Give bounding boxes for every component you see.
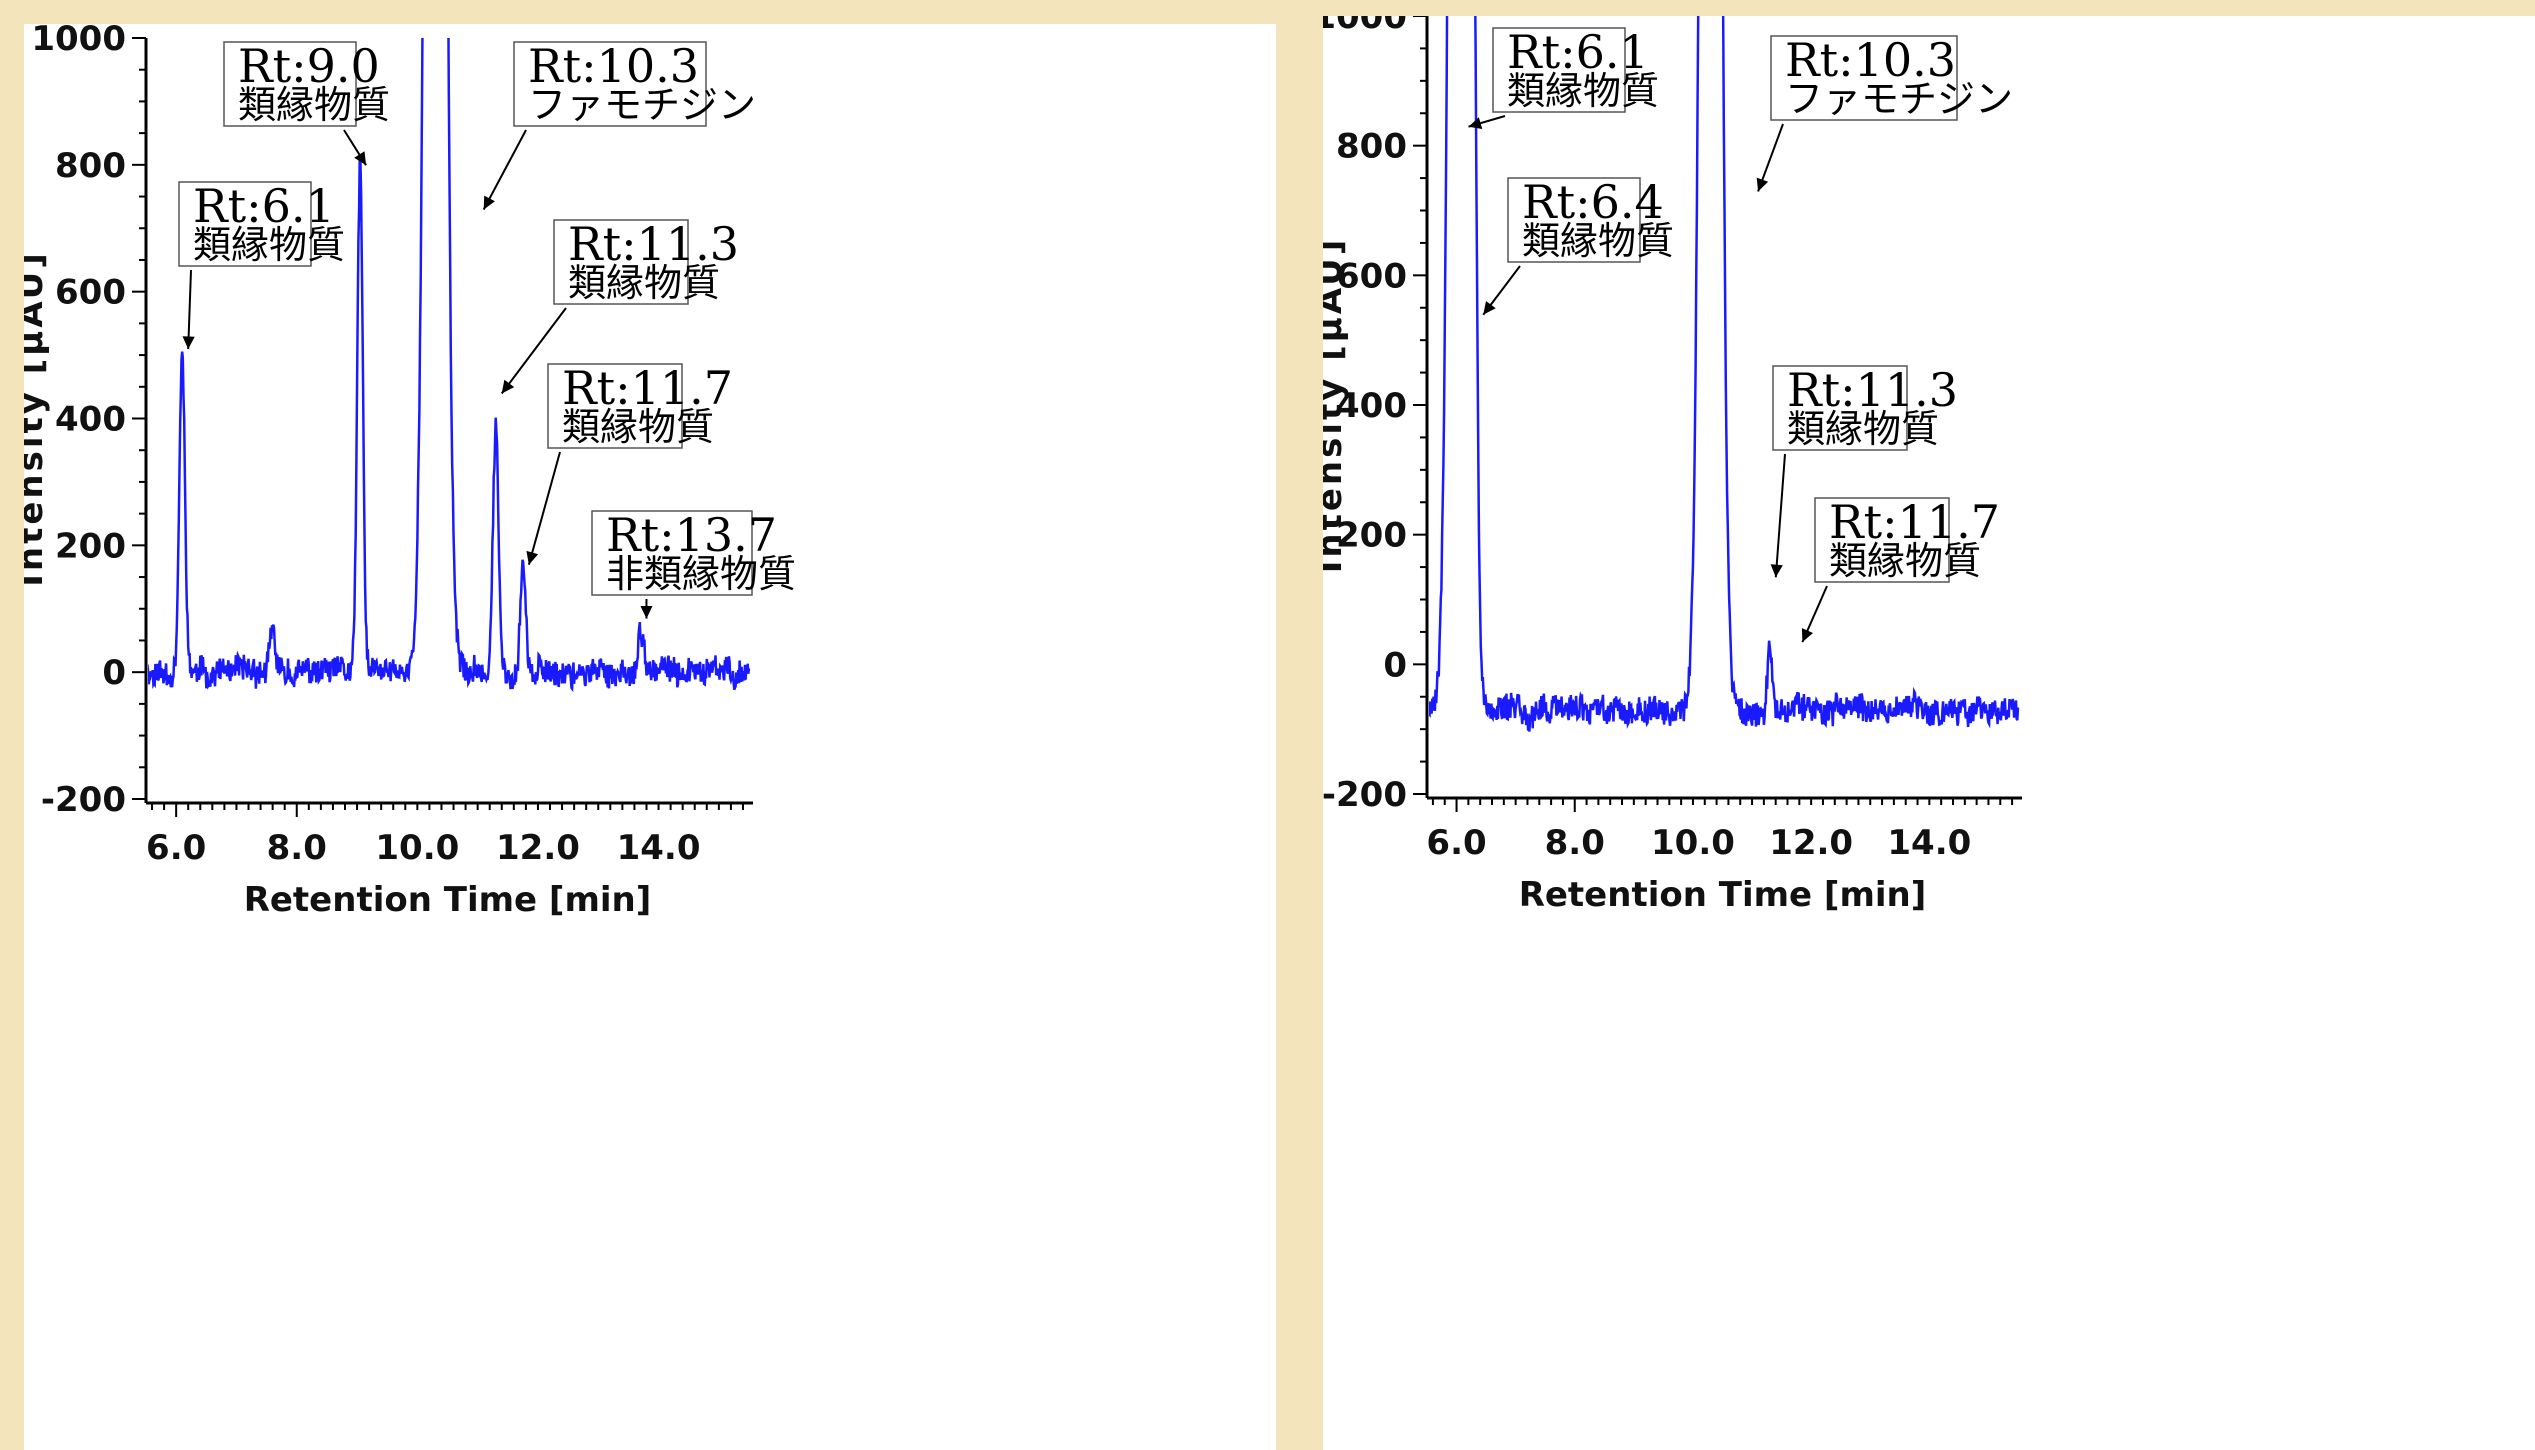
annotation-box (178, 181, 312, 267)
signal-trace (148, 38, 751, 693)
annotation-arrow (1774, 453, 1786, 578)
annotation-box (553, 219, 689, 305)
y-axis-title: Intensity [μAU] (1323, 237, 1350, 574)
chromatogram-panel-right: 1000 800 600 400 200 0 -200 6.0 8.0 10.0 12.0 14.0 R… (1323, 16, 2535, 1450)
annotation-sub-label: 類縁物質 (238, 83, 390, 127)
x-tick-label: 8.0 (1545, 823, 1605, 863)
y-axis-title: Intensity [μAU] (24, 250, 51, 587)
arrow-head-icon (640, 606, 653, 619)
chromatogram-left: 1000 800 600 400 200 0 -200 6.0 8.0 10.0 12.0 14.0 R… (24, 24, 796, 920)
annotation-sub-label: 類縁物質 (1522, 219, 1674, 263)
x-tick-label: 10.0 (1651, 823, 1735, 863)
annotation-box (1770, 35, 1958, 121)
y-tick-label: 200 (55, 526, 126, 566)
annotation-rt-label: Rt:10.3 (528, 39, 699, 93)
annotation-box (1507, 177, 1641, 263)
arrow-head-icon (182, 336, 195, 350)
annotation-sub-label: 類縁物質 (1829, 539, 1981, 583)
x-tick-label: 6.0 (1426, 823, 1486, 863)
arrow-head-icon (1468, 117, 1483, 129)
annotation-sub-label: 類縁物質 (1787, 407, 1939, 451)
y-tick-label: 1000 (1323, 16, 1407, 37)
annotation-rt-label: Rt:11.7 (1829, 495, 2000, 549)
annotation-rt-label: Rt:11.7 (562, 361, 733, 415)
annotation-arrow (187, 269, 192, 350)
annotation-box (1814, 497, 1950, 583)
annotation-rt-label: Rt:10.3 (1785, 33, 1956, 87)
y-tick-label: 0 (102, 653, 126, 693)
y-tick-label: 400 (55, 400, 126, 440)
y-tick-label: 200 (1336, 516, 1407, 556)
y-tick-label: 600 (55, 273, 126, 313)
annotation-box (1492, 27, 1626, 113)
arrow-head-icon (483, 195, 495, 210)
arrow-head-icon (354, 151, 367, 166)
annotation-arrow (527, 451, 561, 565)
y-tick-label: 600 (1336, 256, 1407, 296)
annotation-box (547, 363, 683, 449)
annotation-sub-label: 類縁物質 (562, 405, 714, 449)
x-tick-label: 14.0 (1887, 823, 1971, 863)
annotation-sub-label: ファモチジン (1785, 77, 2013, 121)
y-tick-label: 800 (55, 146, 126, 186)
arrow-head-icon (1756, 177, 1769, 192)
x-tick-label: 12.0 (496, 828, 580, 868)
x-tick-label: 12.0 (1769, 823, 1853, 863)
annotation-rt-label: Rt:6.1 (1507, 25, 1649, 79)
x-tick-label: 14.0 (617, 828, 701, 868)
annotation-box (513, 41, 707, 127)
annotation-arrow (500, 307, 567, 395)
x-axis-title: Retention Time [min] (244, 880, 652, 920)
annotation-box (223, 41, 357, 127)
annotation-sub-label: 非類縁物質 (606, 552, 796, 596)
y-tick-label: 800 (1336, 127, 1407, 167)
annotation-box (591, 510, 753, 596)
arrow-head-icon (1770, 564, 1783, 578)
y-tick-label: -200 (41, 780, 126, 820)
annotation-sub-label: 類縁物質 (193, 223, 345, 267)
annotation-rt-label: Rt:6.1 (193, 179, 335, 233)
annotation-arrow (482, 129, 527, 211)
x-tick-label: 6.0 (146, 828, 206, 868)
annotation-rt-label: Rt:9.0 (238, 39, 380, 93)
annotation-rt-label: Rt:11.3 (568, 217, 739, 271)
x-tick-label: 8.0 (267, 828, 327, 868)
chromatogram-right: 1000 800 600 400 200 0 -200 6.0 8.0 10.0 12.0 14.0 R… (1323, 16, 2022, 915)
arrow-head-icon (501, 379, 515, 394)
annotation-rt-label: Rt:11.3 (1787, 363, 1958, 417)
annotation-box (1772, 365, 1908, 451)
annotation-sub-label: 類縁物質 (568, 261, 720, 305)
annotation-rt-label: Rt:13.7 (606, 508, 777, 562)
arrow-head-icon (1801, 628, 1813, 643)
y-tick-label: 1000 (31, 24, 126, 59)
signal-trace (1429, 16, 2020, 732)
chromatogram-panel-left: 1000 800 600 400 200 0 -200 6.0 8.0 10.0 12.0 14.0 R… (24, 24, 1276, 1450)
y-tick-label: 400 (1336, 386, 1407, 426)
annotation-rt-label: Rt:6.4 (1522, 175, 1664, 229)
x-tick-label: 10.0 (375, 828, 459, 868)
arrow-head-icon (1483, 301, 1496, 315)
annotation-sub-label: ファモチジン (528, 83, 756, 127)
arrow-head-icon (526, 550, 539, 565)
y-tick-label: 0 (1383, 645, 1407, 685)
x-axis-title: Retention Time [min] (1519, 875, 1927, 915)
annotation-sub-label: 類縁物質 (1507, 69, 1659, 113)
y-tick-label: -200 (1323, 775, 1407, 815)
